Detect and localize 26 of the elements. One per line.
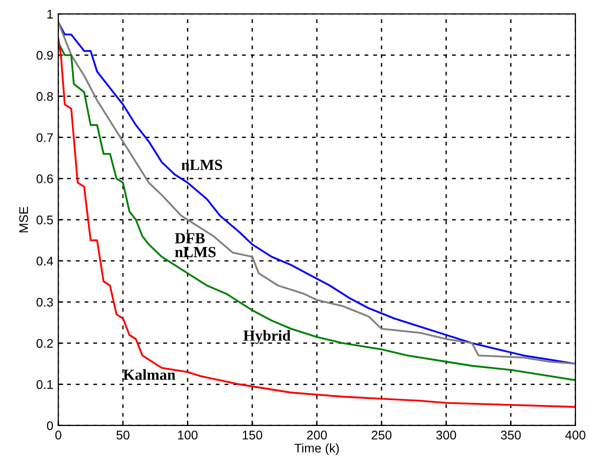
x-tick-label: 100 (178, 430, 198, 440)
series-label: DFB nLMS (174, 233, 216, 258)
x-tick-label: 400 (565, 430, 586, 440)
y-tick-label: 0 (46, 421, 53, 430)
x-tick-label: 250 (372, 430, 392, 440)
y-tick-label: 0.5 (36, 216, 53, 224)
x-tick-label: 200 (307, 430, 327, 440)
x-tick-label: 350 (500, 430, 521, 440)
x-axis-title: Time (k) (294, 443, 339, 456)
x-tick-label: 0 (55, 430, 62, 440)
x-tick-label: 150 (242, 430, 262, 440)
x-tick-label: 300 (436, 430, 456, 440)
y-tick-label: 0.2 (36, 338, 53, 348)
series-label: Kalman (123, 369, 176, 380)
y-tick-label: 0.7 (36, 133, 53, 142)
y-tick-label: 0.6 (36, 174, 53, 184)
series-label: nLMS (182, 160, 222, 170)
y-tick-label: 0.8 (36, 92, 53, 101)
y-tick-label: 1 (47, 10, 53, 18)
y-tick-label: 0.1 (36, 380, 53, 389)
y-axis-title: MSE (19, 206, 28, 232)
y-tick-label: 0.3 (36, 298, 53, 307)
y-tick-label: 0.4 (36, 256, 54, 266)
x-tick-label: 50 (116, 430, 130, 440)
series-label: Hybrid (243, 330, 291, 344)
y-tick-label: 0.9 (36, 50, 53, 60)
